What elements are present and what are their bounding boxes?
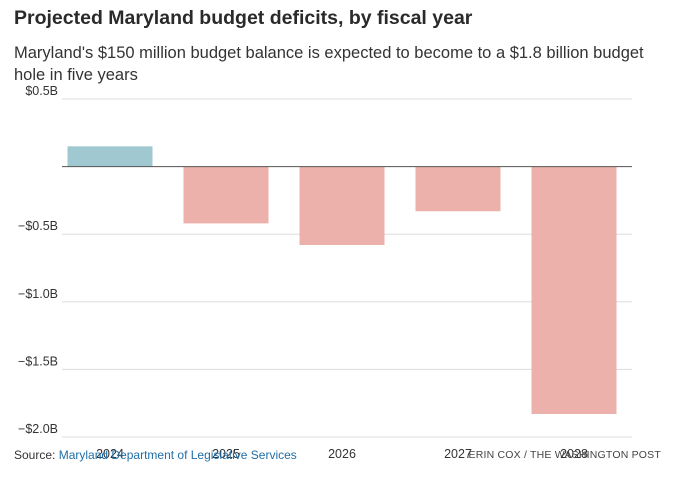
x-tick-label: 2028 — [560, 447, 588, 461]
chart-subtitle: Maryland's $150 million budget balance i… — [14, 44, 644, 84]
x-tick-label: 2024 — [96, 447, 124, 461]
y-tick-label: $0.5B — [25, 84, 58, 98]
bars — [67, 146, 617, 415]
credit-line: ERIN COX / THE WASHINGTON POST — [468, 449, 661, 461]
y-axis: $0.5B −$0.5B −$1.0B −$1.5B −$2.0B — [18, 84, 58, 436]
y-tick-label: −$1.5B — [18, 354, 58, 368]
x-tick-label: 2027 — [444, 447, 472, 461]
x-axis: 2024 2025 2026 2027 2028 — [96, 447, 588, 461]
source-note: Source: Maryland Department of Legislati… — [14, 448, 297, 462]
bar-2024 — [67, 146, 153, 167]
source-prefix: Source: — [14, 448, 56, 462]
bar-2025 — [183, 166, 269, 224]
x-tick-label: 2025 — [212, 447, 240, 461]
source-link[interactable]: Maryland Department of Legislative Servi… — [58, 448, 297, 462]
bar-chart: $0.5B−$0.5B−$1.0B−$1.5B−$2.0B 2024 2025 20… — [18, 84, 632, 461]
y-tick-label: −$0.5B — [18, 219, 58, 233]
bar-2027 — [415, 166, 501, 212]
chart-title: Projected Maryland budget deficits, by f… — [14, 7, 473, 29]
x-tick-label: 2026 — [328, 447, 356, 461]
y-tick-label: −$2.0B — [18, 422, 58, 436]
bar-2028 — [531, 166, 617, 415]
y-tick-label: −$1.0B — [18, 287, 58, 301]
bar-2026 — [299, 166, 385, 246]
